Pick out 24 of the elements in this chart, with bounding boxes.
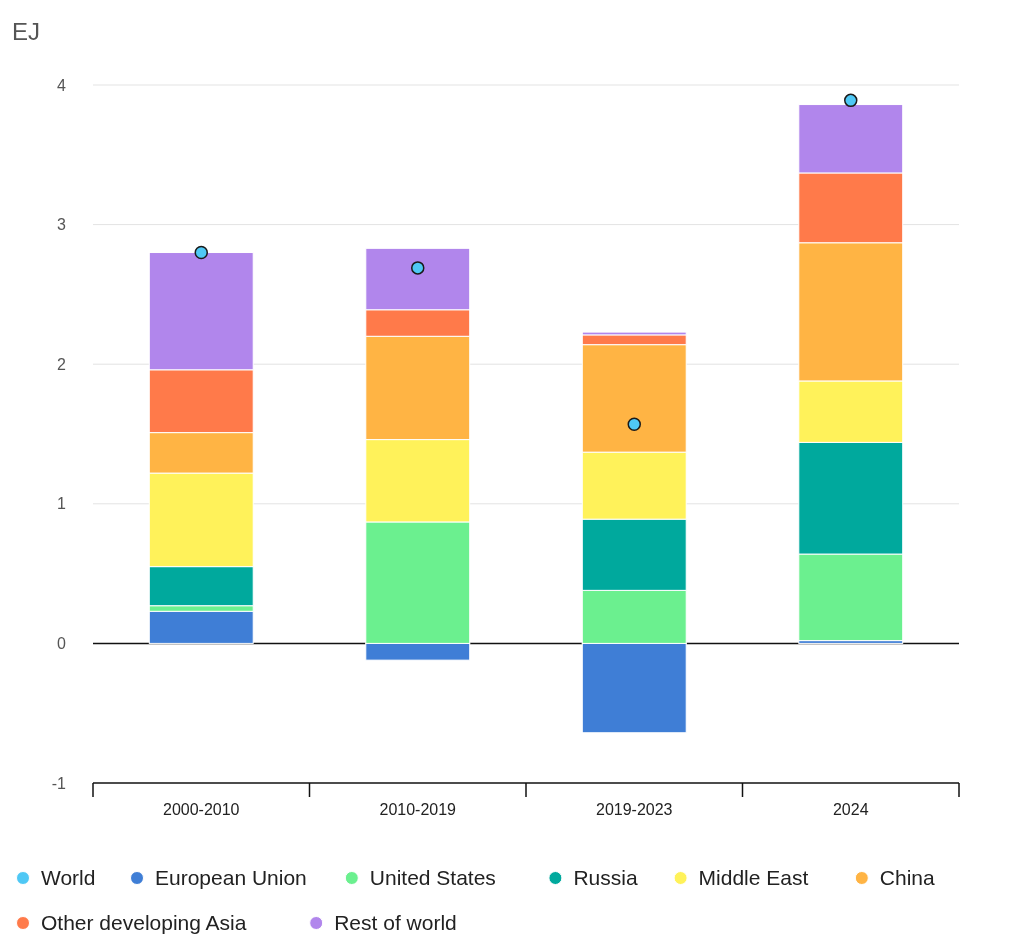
legend-label: China bbox=[879, 866, 935, 889]
point bbox=[627, 417, 641, 431]
x-tick-label: 2010-2019 bbox=[379, 801, 457, 818]
y-tick-label: 2 bbox=[57, 355, 67, 373]
legend-label: Middle East bbox=[698, 866, 809, 889]
point bbox=[844, 93, 858, 108]
legend-label: Russia bbox=[573, 866, 638, 889]
y-tick-label: -1 bbox=[51, 774, 67, 792]
y-tick-label: 0 bbox=[57, 635, 67, 652]
legend-label: World bbox=[41, 866, 96, 889]
legend-label: Other developing Asia bbox=[41, 911, 247, 934]
point bbox=[194, 245, 208, 260]
legend-label: European Union bbox=[155, 866, 307, 889]
y-tick-label: 3 bbox=[57, 216, 67, 234]
legend-label: Rest of world bbox=[334, 911, 457, 934]
x-tick-label: 2000-2010 bbox=[162, 801, 240, 818]
legend-label: United States bbox=[369, 866, 496, 889]
x-tick-label: 2019-2023 bbox=[595, 801, 673, 818]
x-tick-label: 2024 bbox=[832, 801, 869, 818]
bar bbox=[148, 610, 254, 644]
y-tick-label: 4 bbox=[57, 76, 67, 94]
y-axis-title: EJ bbox=[12, 18, 41, 45]
y-tick-label: 1 bbox=[57, 495, 67, 513]
point bbox=[411, 261, 425, 275]
